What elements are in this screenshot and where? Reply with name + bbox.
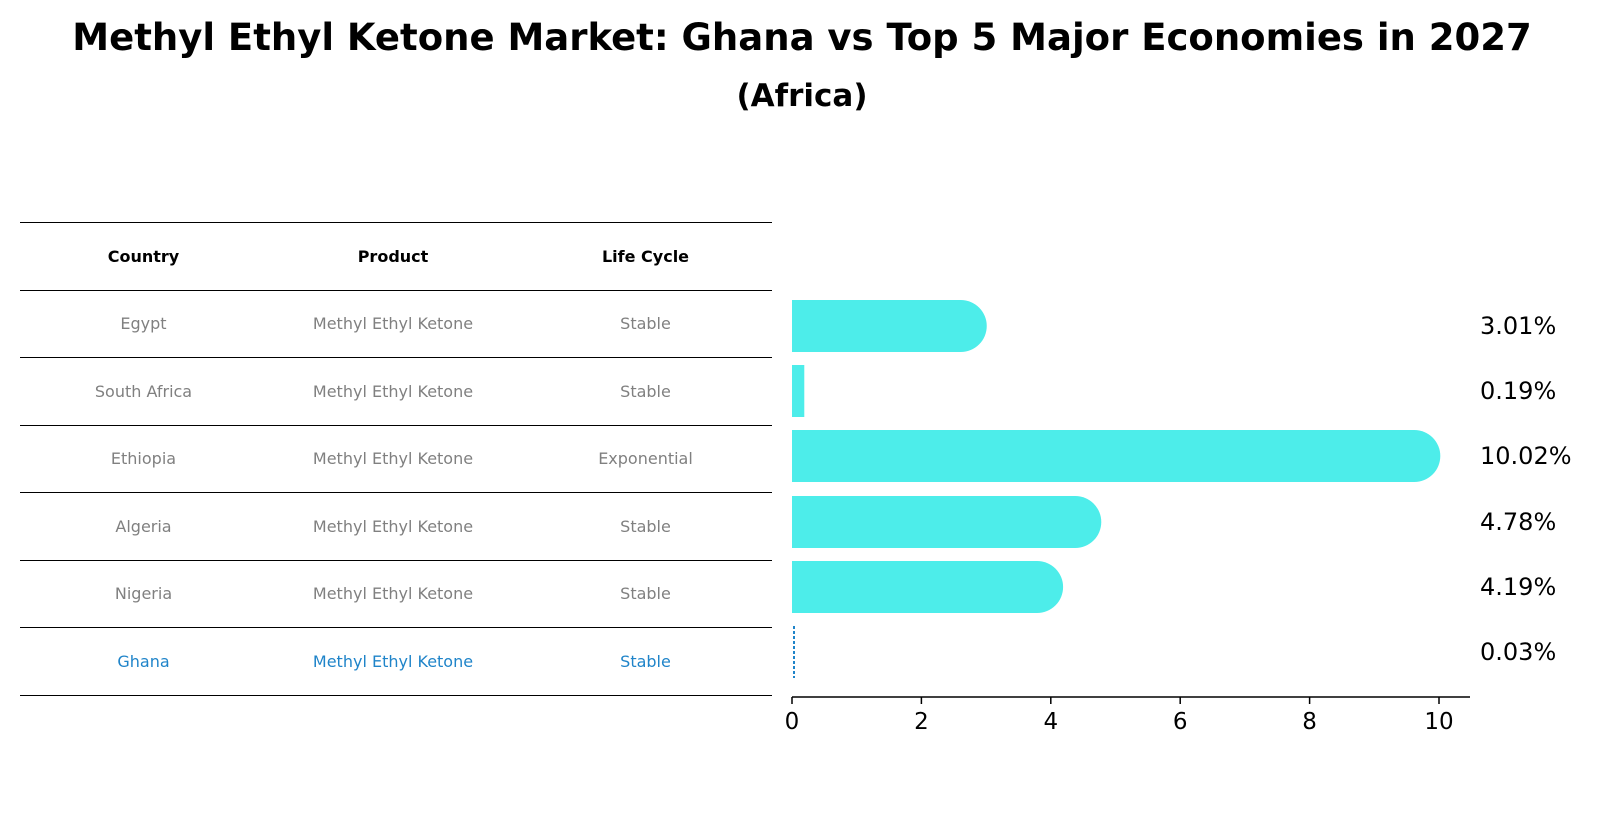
product-cell: Methyl Ethyl Ketone — [312, 584, 474, 604]
table-header-row: Country Product Life Cycle — [20, 222, 772, 290]
product-cell: Methyl Ethyl Ketone — [312, 516, 474, 536]
bar-nigeria — [792, 561, 1064, 613]
country-cell: South Africa — [94, 381, 193, 401]
x-tick-label: 2 — [914, 709, 929, 735]
data-label: 10.02% — [1480, 442, 1572, 470]
table-row: Nigeria Methyl Ethyl Ketone Stable — [20, 559, 772, 628]
life-cycle-cell: Stable — [620, 381, 671, 401]
data-label: 0.03% — [1480, 638, 1556, 666]
bar-south-africa — [792, 365, 805, 417]
table-row: South Africa Methyl Ethyl Ketone Stable — [20, 357, 772, 425]
life-cycle-cell: Exponential — [598, 449, 693, 469]
bar-ethiopia — [792, 430, 1441, 482]
table-row-highlighted: Ghana Methyl Ethyl Ketone Stable — [20, 627, 772, 696]
country-cell: Algeria — [115, 516, 172, 536]
chart-title: Methyl Ethyl Ketone Market: Ghana vs Top… — [72, 16, 1532, 59]
data-label: 4.19% — [1480, 573, 1556, 601]
table-row: Egypt Methyl Ethyl Ketone Stable — [20, 289, 772, 358]
life-cycle-cell: Stable — [620, 584, 671, 604]
product-cell: Methyl Ethyl Ketone — [312, 381, 474, 401]
x-tick-label: 6 — [1173, 709, 1188, 735]
table-row: Ethiopia Methyl Ethyl Ketone Exponential — [20, 424, 772, 493]
header-life-cycle: Life Cycle — [601, 246, 690, 266]
life-cycle-cell: Stable — [620, 516, 671, 536]
bar-algeria — [792, 496, 1102, 548]
header-country: Country — [107, 246, 180, 266]
table-row: Algeria Methyl Ethyl Ketone Stable — [20, 492, 772, 560]
data-label: 3.01% — [1480, 312, 1556, 340]
product-cell: Methyl Ethyl Ketone — [312, 651, 474, 671]
country-cell: Ghana — [117, 651, 170, 671]
x-tick-label: 8 — [1302, 709, 1317, 735]
country-cell: Nigeria — [114, 584, 173, 604]
bar-egypt — [792, 300, 987, 352]
product-cell: Methyl Ethyl Ketone — [312, 314, 474, 334]
country-cell: Egypt — [120, 314, 167, 334]
data-label: 0.19% — [1480, 377, 1556, 405]
data-table: Country Product Life Cycle Egypt Methyl … — [20, 222, 772, 696]
life-cycle-cell: Stable — [620, 314, 671, 334]
product-cell: Methyl Ethyl Ketone — [312, 449, 474, 469]
chart-subtitle: (Africa) — [736, 78, 868, 114]
x-tick-label: 0 — [785, 709, 800, 735]
data-label: 4.78% — [1480, 508, 1556, 536]
x-tick-label: 4 — [1043, 709, 1058, 735]
country-cell: Ethiopia — [110, 449, 177, 469]
life-cycle-cell: Stable — [620, 651, 671, 671]
header-product: Product — [357, 246, 429, 266]
x-tick-label: 10 — [1424, 709, 1453, 735]
